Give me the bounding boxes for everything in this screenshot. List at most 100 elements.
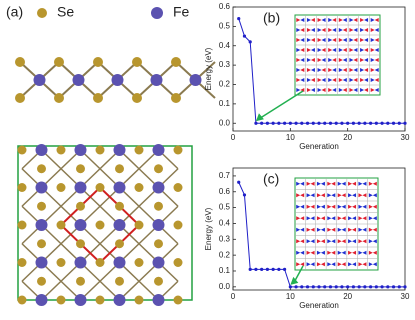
spin-arrow xyxy=(306,181,311,186)
spin-arrow xyxy=(352,204,357,209)
inset xyxy=(294,177,379,271)
spin-arrow xyxy=(352,250,357,255)
fe-atom xyxy=(113,219,126,231)
spin-arrow xyxy=(362,181,367,186)
spin-arrow xyxy=(342,38,347,42)
data-point xyxy=(283,267,287,272)
fe-atom xyxy=(111,74,124,86)
spin-arrow xyxy=(310,48,315,52)
spin-arrow xyxy=(368,193,373,198)
spin-arrow xyxy=(327,193,332,198)
data-point xyxy=(317,285,321,289)
se-atom xyxy=(95,183,105,192)
se-atom xyxy=(56,183,66,192)
data-point xyxy=(374,121,378,125)
y-tick-label: 0.6 xyxy=(219,2,231,11)
spin-arrow xyxy=(342,68,347,72)
spin-arrow xyxy=(332,18,337,22)
data-point xyxy=(294,121,298,125)
data-point xyxy=(380,285,384,289)
spin-arrow xyxy=(374,88,379,92)
y-tick-label: 0.2 xyxy=(219,250,231,259)
data-point xyxy=(323,121,327,125)
spin-arrow xyxy=(332,58,337,62)
data-point xyxy=(340,285,344,289)
x-tick-label: 30 xyxy=(401,292,410,301)
inset xyxy=(294,14,381,96)
spin-arrow xyxy=(300,193,305,198)
spin-arrow xyxy=(300,227,305,232)
se-atom xyxy=(17,145,27,155)
pointer-arrow xyxy=(259,90,304,119)
data-point xyxy=(254,121,258,125)
data-point xyxy=(300,121,304,125)
pointer-arrow xyxy=(293,265,304,283)
data-point xyxy=(403,121,407,125)
spin-arrow xyxy=(328,38,333,42)
fe-atom xyxy=(152,144,165,156)
y-tick-label: 0.4 xyxy=(219,219,231,228)
spin-arrow xyxy=(348,216,353,221)
spin-arrow xyxy=(362,193,367,198)
data-point xyxy=(260,267,264,272)
spin-arrow xyxy=(306,18,311,22)
panel-label: (b) xyxy=(263,10,280,26)
data-point xyxy=(328,121,333,125)
spin-arrow xyxy=(316,181,321,186)
spin-arrow xyxy=(300,181,305,186)
spin-arrow xyxy=(321,38,326,42)
spin-arrow xyxy=(316,204,321,209)
data-point xyxy=(242,34,247,38)
fe-atom xyxy=(74,219,87,231)
spin-arrow xyxy=(364,88,369,92)
spin-arrow xyxy=(352,262,357,267)
spin-arrow xyxy=(296,48,301,52)
fe-atom xyxy=(33,74,46,86)
spin-arrow xyxy=(310,58,315,62)
spin-arrow xyxy=(327,227,332,232)
spin-arrow xyxy=(364,28,369,32)
fe-atom xyxy=(74,256,87,269)
data-point xyxy=(317,121,321,125)
fe-atom xyxy=(152,219,165,231)
spin-arrow xyxy=(337,239,342,244)
spin-arrow xyxy=(300,68,305,72)
spin-arrow xyxy=(374,78,379,82)
spin-arrow xyxy=(362,250,367,255)
data-point xyxy=(305,285,310,289)
spin-arrow xyxy=(310,28,315,32)
spin-arrow xyxy=(360,78,365,82)
spin-arrow xyxy=(317,58,322,62)
legend-label: Se xyxy=(57,4,74,20)
data-point xyxy=(403,285,407,289)
spin-arrow xyxy=(300,250,305,255)
spin-arrow xyxy=(348,239,353,244)
se-atom xyxy=(154,276,163,286)
se-atom xyxy=(54,93,64,103)
spin-arrow xyxy=(353,48,358,52)
spin-arrow xyxy=(316,216,321,221)
spin-arrow xyxy=(338,68,343,72)
se-atom xyxy=(54,57,64,67)
fe-atom xyxy=(113,256,126,269)
spin-arrow xyxy=(368,227,373,232)
spin-arrow xyxy=(296,250,301,255)
fe-atom xyxy=(35,181,48,194)
spin-arrow xyxy=(328,58,333,62)
spin-arrow xyxy=(306,227,311,232)
spin-arrow xyxy=(310,68,315,72)
data-point xyxy=(369,285,373,289)
spin-arrow xyxy=(331,216,336,221)
data-point xyxy=(357,121,361,125)
spin-arrow xyxy=(352,193,357,198)
spin-arrow xyxy=(353,38,358,42)
spin-arrow xyxy=(321,78,326,82)
data-point xyxy=(271,121,275,125)
data-point xyxy=(248,267,252,272)
se-atom xyxy=(115,164,124,174)
spin-arrow xyxy=(348,250,353,255)
spin-arrow xyxy=(320,239,325,244)
spin-arrow xyxy=(317,18,322,22)
data-point xyxy=(300,285,304,289)
spin-arrow xyxy=(358,204,363,209)
